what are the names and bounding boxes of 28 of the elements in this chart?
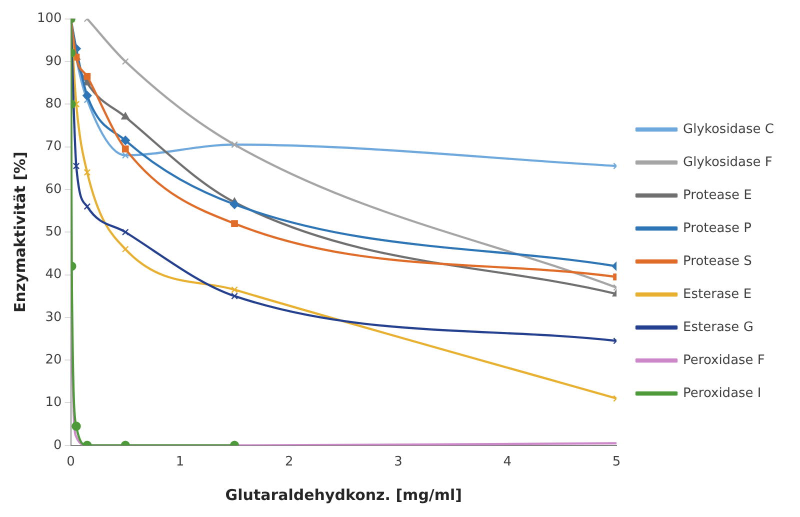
legend-label: Glykosidase F [683,154,772,170]
y-tick-label: 70 [45,139,62,154]
y-tick-label: 0 [54,438,62,453]
x-tick-label: 4 [503,454,512,470]
y-tick-label: 10 [45,395,62,410]
legend-label: Protease S [683,254,752,269]
legend-label: Peroxidase I [683,386,762,401]
legend-label: Esterase E [683,286,752,302]
x-axis-title: Glutaraldehydkonz. [mg/ml] [225,486,462,504]
legend-label: Protease P [683,220,752,236]
x-tick-label: 2 [284,454,294,470]
x-tick-label: 0 [66,454,75,470]
legend-label: Esterase G [683,320,754,335]
legend-label: Peroxidase F [683,352,765,368]
y-axis-title: Enzymaktivität [%] [10,152,29,313]
legend-label: Protease E [683,188,752,203]
y-tick-label: 40 [45,267,62,282]
legend-label: Glykosidase C [683,122,774,137]
y-tick-label: 20 [45,352,62,368]
y-tick-label: 80 [45,96,62,112]
x-tick-label: 1 [176,454,184,470]
x-tick-label: 5 [612,454,621,470]
y-tick-label: 30 [45,310,62,325]
y-tick-label: 50 [45,224,62,240]
y-tick-label: 90 [45,54,62,69]
y-tick-label: 60 [45,182,62,197]
y-tick-label: 100 [36,11,62,26]
x-tick-label: 3 [394,454,402,470]
